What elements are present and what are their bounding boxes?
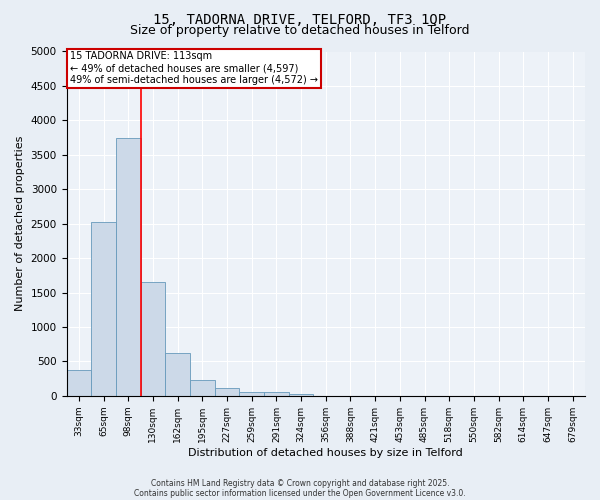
Bar (215, 388, 239, 396)
Text: Size of property relative to detached houses in Telford: Size of property relative to detached ho… (130, 24, 470, 37)
Bar (264, 392, 289, 396)
Bar (190, 380, 215, 396)
Text: 15, TADORNA DRIVE, TELFORD, TF3 1QP: 15, TADORNA DRIVE, TELFORD, TF3 1QP (154, 12, 446, 26)
Bar (116, 138, 140, 396)
Y-axis label: Number of detached properties: Number of detached properties (15, 136, 25, 312)
Bar (165, 353, 190, 396)
Bar (239, 392, 264, 396)
Bar (289, 394, 313, 396)
Text: 15 TADORNA DRIVE: 113sqm
← 49% of detached houses are smaller (4,597)
49% of sem: 15 TADORNA DRIVE: 113sqm ← 49% of detach… (70, 52, 318, 84)
Text: Contains HM Land Registry data © Crown copyright and database right 2025.: Contains HM Land Registry data © Crown c… (151, 478, 449, 488)
Text: Contains public sector information licensed under the Open Government Licence v3: Contains public sector information licen… (134, 488, 466, 498)
X-axis label: Distribution of detached houses by size in Telford: Distribution of detached houses by size … (188, 448, 463, 458)
Bar (91, 222, 116, 396)
Bar (140, 282, 165, 396)
Bar (67, 370, 91, 396)
